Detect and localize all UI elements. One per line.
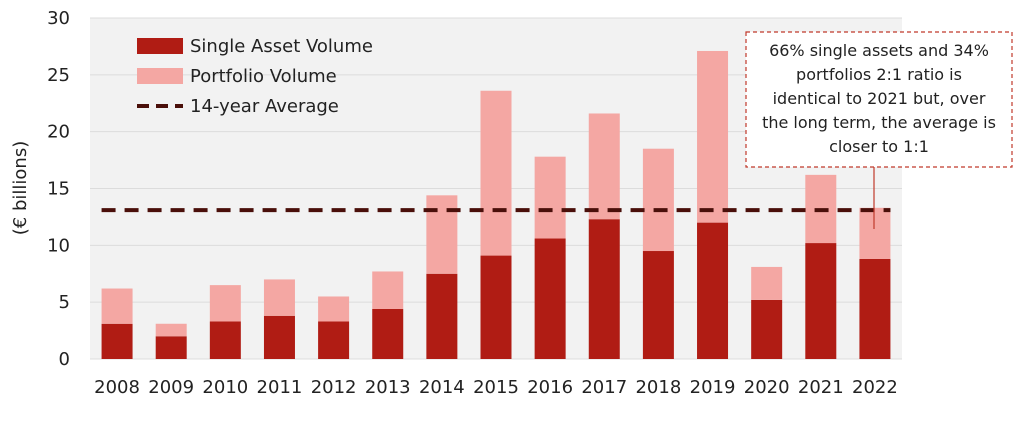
bar-single-asset-2017 [588,219,620,359]
y-tick-labels: 0 5 10 15 20 25 30 [47,8,70,370]
bar-portfolio-2022 [859,207,891,259]
x-tick-label: 2010 [202,377,248,398]
bar-single-asset-2022 [859,258,891,359]
y-tick-label: 10 [47,235,70,256]
x-tick-label: 2013 [365,377,411,398]
x-tick-label: 2019 [690,377,736,398]
bar-portfolio-2018 [642,148,674,252]
legend-swatch-single-asset [137,38,183,54]
bar-single-asset-2014 [426,273,458,359]
y-tick-label: 30 [47,8,70,29]
bar-portfolio-2012 [318,296,350,322]
bar-single-asset-2016 [534,238,566,359]
x-tick-label: 2009 [148,377,194,398]
bar-portfolio-2017 [588,113,620,220]
bar-single-asset-2020 [751,299,783,359]
bar-single-asset-2011 [263,315,295,359]
bar-portfolio-2008 [101,288,133,324]
x-tick-label: 2017 [581,377,627,398]
x-tick-label: 2018 [635,377,681,398]
annotation-line-1: 66% single assets and 34% [769,41,989,60]
bar-single-asset-2008 [101,323,133,359]
bar-portfolio-2010 [209,285,241,322]
bar-portfolio-2014 [426,195,458,274]
legend-label-single-asset: Single Asset Volume [190,36,373,57]
x-tick-label: 2022 [852,377,898,398]
bar-portfolio-2013 [372,271,404,309]
y-axis-label: (€ billions) [10,141,31,235]
bar-single-asset-2015 [480,255,512,359]
legend-label-portfolio: Portfolio Volume [190,66,337,87]
x-tick-label: 2011 [257,377,303,398]
bar-single-asset-2010 [209,321,241,359]
x-tick-label: 2008 [94,377,140,398]
y-tick-label: 15 [47,179,70,200]
annotation-line-3: identical to 2021 but, over [773,89,986,108]
bar-single-asset-2018 [642,251,674,359]
y-tick-label: 5 [59,292,70,313]
x-tick-label: 2015 [473,377,519,398]
annotation-box [745,31,1013,168]
bars [101,50,891,359]
bar-portfolio-2015 [480,90,512,256]
x-tick-label: 2020 [744,377,790,398]
bar-single-asset-2012 [318,321,350,359]
bar-portfolio-2019 [697,50,729,223]
bar-portfolio-2011 [263,279,295,316]
annotation-line-4: the long term, the average is [762,113,996,132]
bar-single-asset-2009 [155,336,187,359]
legend-swatch-portfolio [137,68,183,84]
bar-portfolio-2020 [751,266,783,300]
bar-single-asset-2019 [697,222,729,359]
x-tick-label: 2012 [311,377,357,398]
bar-single-asset-2013 [372,308,404,359]
annotation-line-5: closer to 1:1 [829,137,929,156]
annotation-line-2: portfolios 2:1 ratio is [796,65,962,84]
legend: Single Asset Volume Portfolio Volume 14-… [137,36,373,117]
legend-label-average: 14-year Average [190,96,339,117]
bar-portfolio-2009 [155,323,187,337]
annotation-callout: 66% single assets and 34% portfolios 2:1… [745,31,1013,229]
bar-single-asset-2021 [805,243,837,359]
bar-portfolio-2016 [534,156,566,239]
x-tick-label: 2021 [798,377,844,398]
y-tick-label: 0 [59,349,70,370]
y-tick-label: 20 [47,122,70,143]
x-tick-label: 2014 [419,377,465,398]
y-tick-label: 25 [47,65,70,86]
x-tick-labels: 2008 2009 2010 2011 2012 2013 2014 2015 2016 2017… [94,377,898,398]
x-tick-label: 2016 [527,377,573,398]
